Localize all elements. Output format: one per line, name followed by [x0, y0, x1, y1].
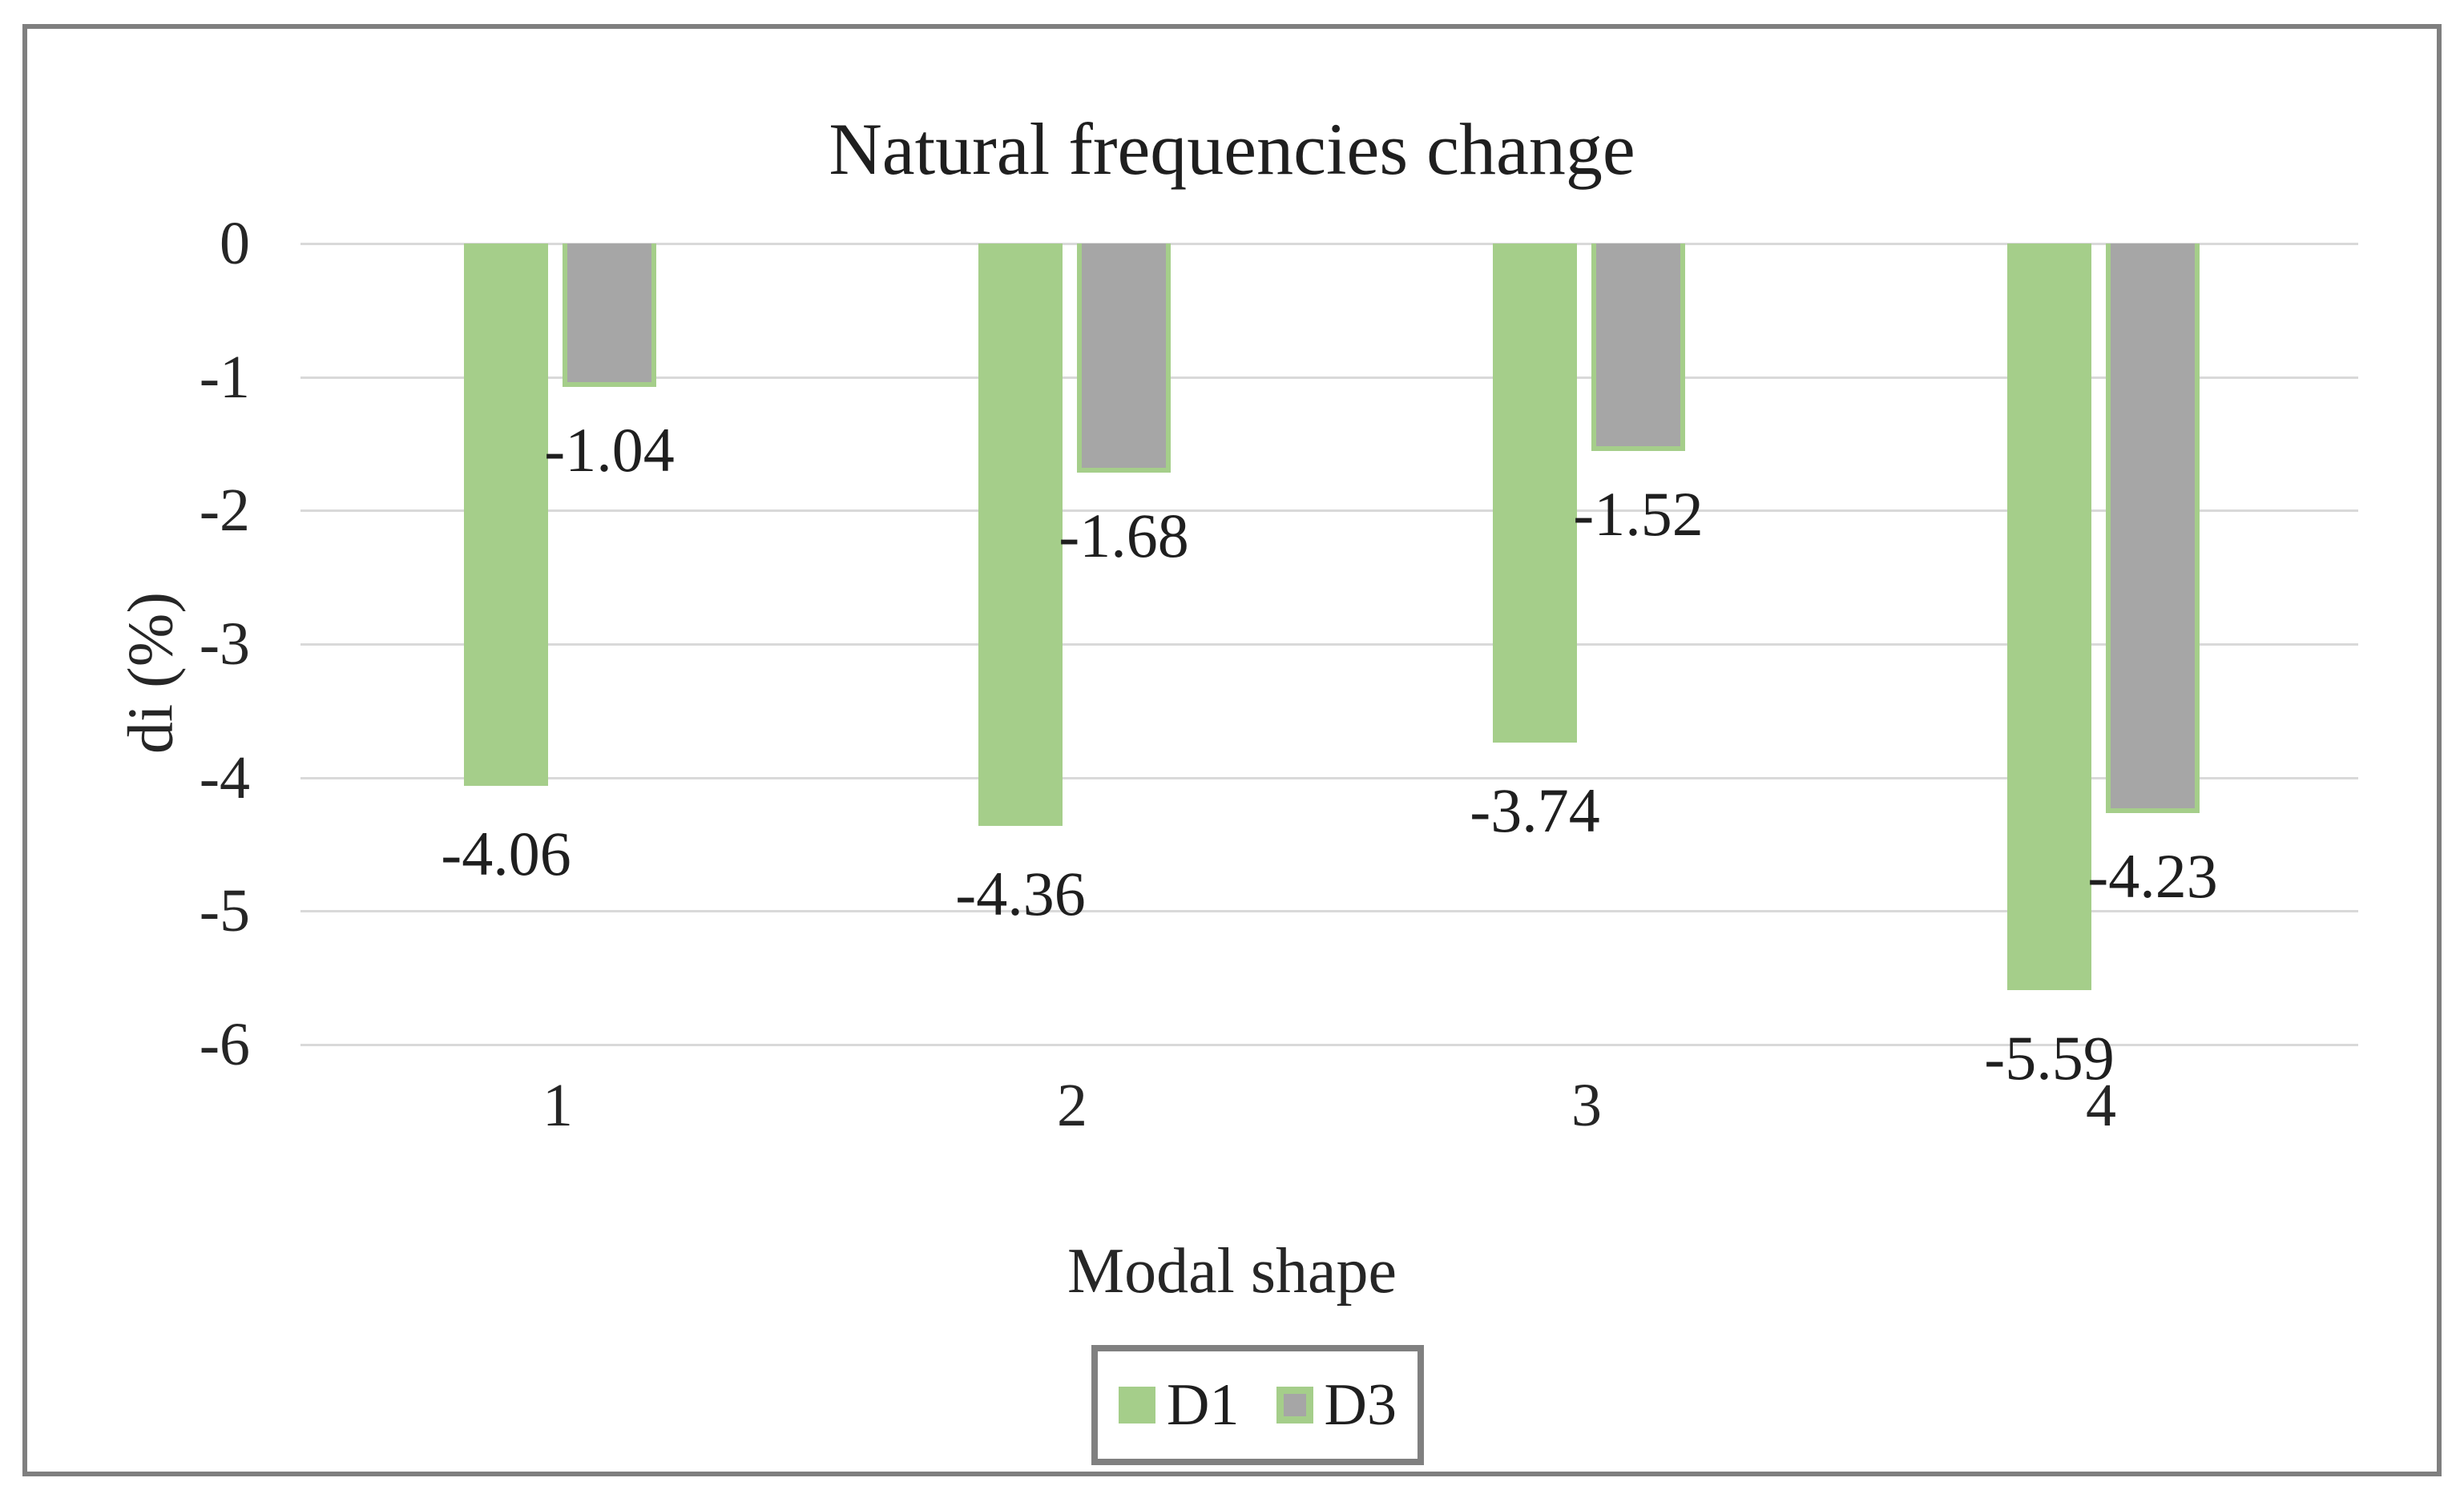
chart-title: Natural frequencies change	[829, 108, 1635, 190]
x-tick-label-3: 3	[1571, 1072, 1602, 1139]
bar-d1-cat1	[464, 244, 548, 786]
y-tick-label--5: -5	[199, 877, 250, 945]
data-label-d1-cat2: -4.36	[955, 858, 1086, 928]
y-tick-label-0: 0	[220, 210, 250, 277]
y-tick-label--2: -2	[199, 477, 250, 545]
y-tick-label--3: -3	[199, 610, 250, 678]
bar-d3-cat2	[1077, 244, 1171, 473]
y-tick-label--6: -6	[199, 1011, 250, 1079]
legend-label-d1: D1	[1167, 1372, 1240, 1438]
gridline--2	[300, 509, 2358, 513]
legend: D1 D3	[1091, 1345, 1424, 1465]
gridline--6	[300, 1044, 2358, 1047]
data-label-d3-cat4: -4.23	[2087, 841, 2218, 911]
legend-label-d3: D3	[1324, 1372, 1397, 1438]
data-label-d3-cat1: -1.04	[544, 415, 675, 485]
y-tick-label--4: -4	[199, 743, 250, 811]
legend-swatch-d1-icon	[1119, 1387, 1156, 1423]
gridline-0	[300, 243, 2358, 245]
data-label-d1-cat3: -3.74	[1470, 775, 1600, 846]
data-label-d1-cat1: -4.06	[441, 818, 571, 888]
bar-d1-cat4	[2007, 244, 2091, 990]
x-tick-label-2: 2	[1057, 1072, 1087, 1139]
legend-item-d1: D1	[1119, 1372, 1240, 1438]
y-tick-label--1: -1	[199, 343, 250, 411]
bar-d3-cat4	[2106, 244, 2200, 813]
gridline--1	[300, 376, 2358, 379]
bar-d1-cat3	[1493, 244, 1577, 743]
bar-d3-cat3	[1591, 244, 1685, 452]
gridline--5	[300, 910, 2358, 913]
gridline--4	[300, 776, 2358, 779]
x-tick-label-4: 4	[2086, 1072, 2116, 1139]
gridline--3	[300, 643, 2358, 646]
data-label-d1-cat4: -5.59	[1984, 1022, 2115, 1093]
data-label-d3-cat2: -1.68	[1059, 501, 1189, 570]
x-axis-title: Modal shape	[1067, 1236, 1397, 1307]
legend-swatch-d3-icon	[1276, 1387, 1313, 1423]
x-tick-label-1: 1	[542, 1072, 573, 1139]
bar-d1-cat2	[978, 244, 1063, 826]
data-label-d3-cat3: -1.52	[1573, 479, 1704, 550]
bar-d3-cat1	[563, 244, 656, 388]
legend-item-d3: D3	[1276, 1373, 1397, 1437]
chart-border-frame: Natural frequencies change di (%) 0 -1 -2-…	[22, 24, 2442, 1476]
